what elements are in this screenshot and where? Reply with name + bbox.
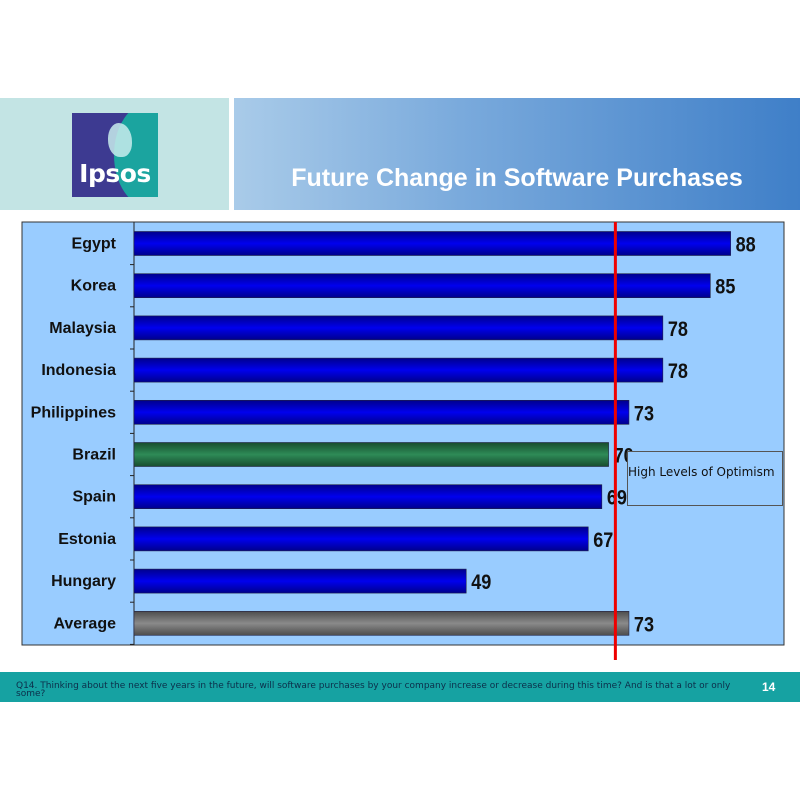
bar (133, 315, 664, 341)
data-label: 78 (668, 360, 688, 384)
category-label: Hungary (51, 573, 116, 590)
ipsos-logo: Ipsos (72, 113, 158, 197)
header-title-panel (234, 98, 800, 210)
category-label: Indonesia (41, 362, 116, 379)
question-footnote: Q14. Thinking about the next five years … (16, 681, 731, 699)
data-label: 73 (634, 613, 654, 637)
header-separator (229, 98, 234, 210)
data-label: 78 (668, 318, 688, 342)
data-label: 67 (593, 529, 613, 553)
bar (133, 442, 609, 467)
page-number: 14 (762, 680, 776, 694)
logo-text: Ipsos (79, 159, 151, 188)
category-label: Philippines (31, 404, 116, 421)
bar (133, 484, 603, 510)
footer-bar (0, 672, 800, 702)
bar (133, 357, 664, 383)
bar (133, 568, 467, 594)
logo-face-icon (108, 123, 132, 157)
optimism-callout: High Levels of Optimism (627, 451, 783, 506)
data-label: 69 (607, 486, 627, 510)
page-title: Future Change in Software Purchases (291, 164, 743, 192)
category-label: Korea (71, 278, 116, 295)
callout-text: High Levels of Optimism (628, 465, 775, 479)
bar (133, 273, 711, 299)
data-label: 49 (471, 571, 491, 595)
data-label: 85 (715, 275, 735, 299)
bar (133, 231, 731, 256)
data-label: 73 (634, 402, 654, 426)
bar (133, 610, 630, 636)
category-label: Malaysia (49, 320, 116, 337)
category-label: Average (53, 615, 116, 632)
category-label: Egypt (72, 236, 117, 253)
data-label: 88 (736, 233, 756, 257)
category-label: Estonia (58, 531, 116, 548)
bar (133, 526, 589, 552)
bar (133, 399, 630, 425)
category-label: Spain (72, 489, 116, 506)
category-label: Brazil (72, 447, 116, 464)
